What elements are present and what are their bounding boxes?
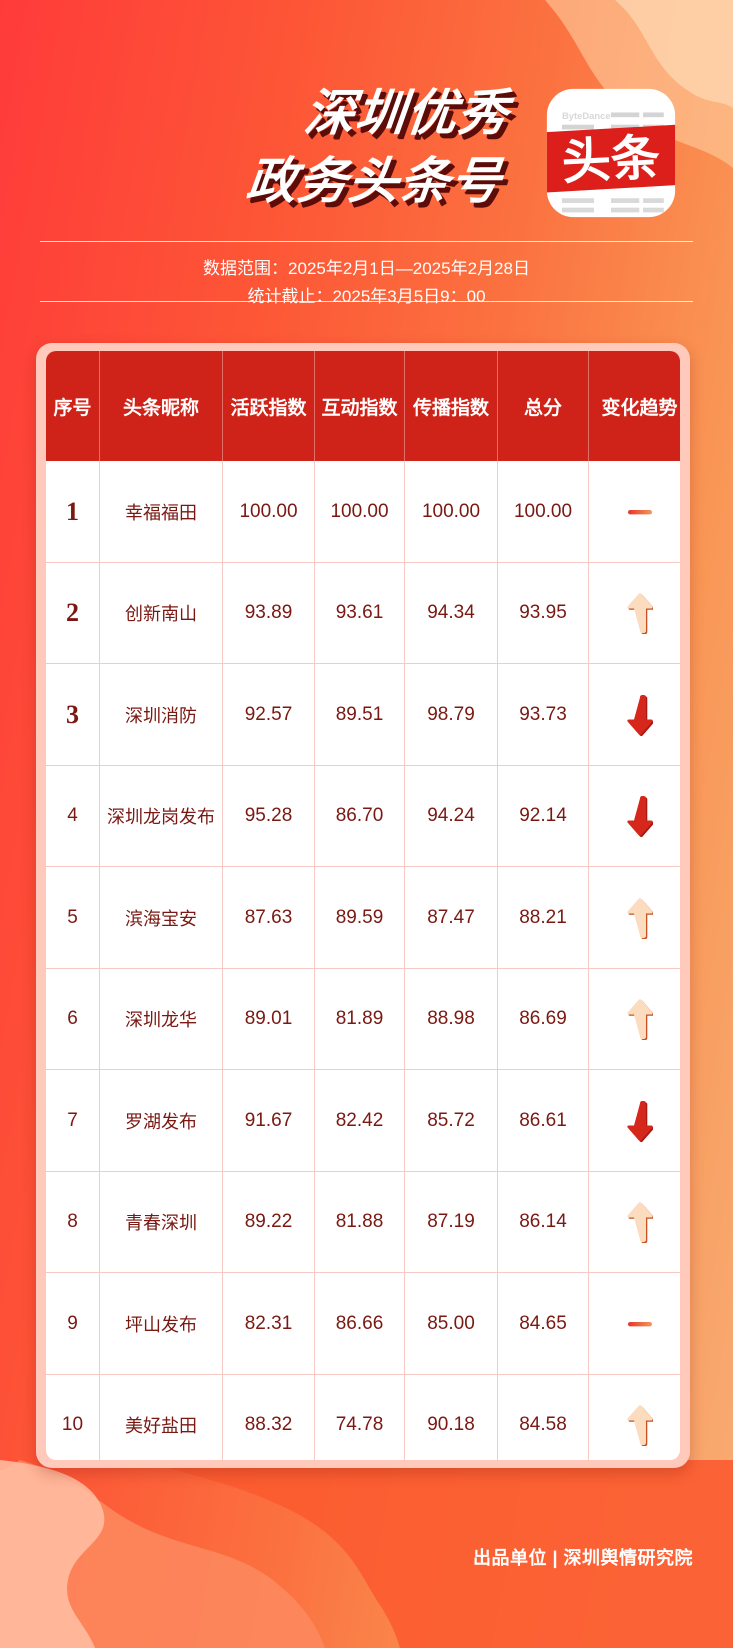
svg-text:头条: 头条 (561, 131, 662, 190)
svg-text:ByteDance: ByteDance (562, 110, 611, 121)
